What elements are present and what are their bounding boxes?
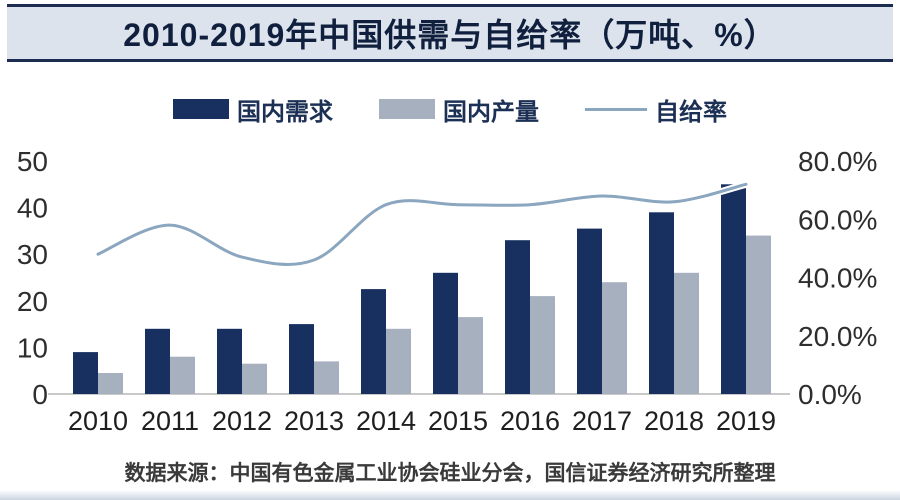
x-axis-year-label: 2011 [141, 406, 199, 436]
legend-item-production: 国内产量 [379, 92, 539, 127]
right-axis-tick-label: 20.0% [798, 321, 877, 352]
bar-domestic-production [170, 356, 195, 394]
bar-domestic-production [530, 296, 555, 394]
bar-domestic-production [314, 361, 339, 394]
legend-label-rate: 自给率 [655, 98, 727, 126]
bar-domestic-demand [145, 328, 170, 394]
bar-domestic-demand [505, 240, 530, 394]
x-axis-year-label: 2016 [500, 406, 560, 436]
bar-domestic-production [674, 272, 699, 394]
left-axis-tick-label: 30 [17, 239, 48, 270]
x-axis-year-label: 2014 [356, 406, 416, 436]
chart-title: 2010-2019年中国供需与自给率（万吨、%） [123, 17, 777, 53]
left-axis-tick-label: 50 [17, 146, 48, 177]
right-axis-tick-label: 40.0% [798, 263, 877, 294]
x-axis-year-label: 2013 [284, 406, 344, 436]
right-axis-tick-label: 60.0% [798, 204, 877, 235]
legend-swatch-production [379, 99, 435, 119]
left-axis-tick-label: 40 [17, 193, 48, 224]
legend-label-demand: 国内需求 [237, 98, 333, 126]
left-axis-tick-label: 10 [17, 332, 48, 363]
x-axis-year-label: 2015 [428, 406, 488, 436]
legend-swatch-demand [173, 99, 229, 119]
bar-domestic-demand [721, 184, 746, 394]
x-axis-year-label: 2010 [68, 406, 128, 436]
right-axis-tick-label: 80.0% [798, 146, 877, 177]
x-axis-year-label: 2017 [572, 406, 632, 436]
right-axis-tick-label: 0.0% [798, 379, 862, 410]
chart-canvas: 0 10 20 30 40 50 0.0% 20.0% 40.0% 60.0% 80.0% 2010 2… [17, 146, 878, 436]
bar-domestic-production [458, 317, 483, 394]
bar-domestic-production [746, 235, 771, 394]
chart-legend: 国内需求 国内产量 自给率 [0, 92, 900, 127]
bar-domestic-demand [577, 228, 602, 394]
bar-domestic-production [98, 373, 123, 394]
chart-title-band: 2010-2019年中国供需与自给率（万吨、%） [7, 4, 893, 62]
legend-item-rate: 自给率 [585, 92, 727, 127]
bar-domestic-production [602, 282, 627, 394]
bar-domestic-demand [649, 212, 674, 394]
bar-domestic-production [242, 363, 267, 394]
bar-domestic-production [386, 328, 411, 394]
left-axis-tick-label: 20 [17, 286, 48, 317]
x-axis-year-label: 2012 [212, 406, 272, 436]
x-axis-year-label: 2018 [644, 406, 704, 436]
bar-domestic-demand [361, 289, 386, 394]
self-sufficiency-line-casing [94, 180, 750, 268]
bar-domestic-demand [433, 272, 458, 394]
legend-label-production: 国内产量 [443, 98, 539, 126]
source-note: 数据来源：中国有色金属工业协会硅业分会，国信证券经济研究所整理 [124, 462, 776, 485]
bar-domestic-demand [217, 328, 242, 394]
bottom-edge-decoration [0, 490, 900, 500]
legend-swatch-rate-line [585, 107, 647, 111]
bar-domestic-demand [73, 352, 98, 394]
chart-area: 0 10 20 30 40 50 0.0% 20.0% 40.0% 60.0% 80.0% 2010 2… [0, 136, 900, 449]
bar-domestic-demand [289, 324, 314, 394]
left-axis-tick-label: 0 [32, 379, 48, 410]
x-axis-year-label: 2019 [716, 406, 776, 436]
self-sufficiency-line [96, 182, 748, 266]
legend-item-demand: 国内需求 [173, 92, 333, 127]
